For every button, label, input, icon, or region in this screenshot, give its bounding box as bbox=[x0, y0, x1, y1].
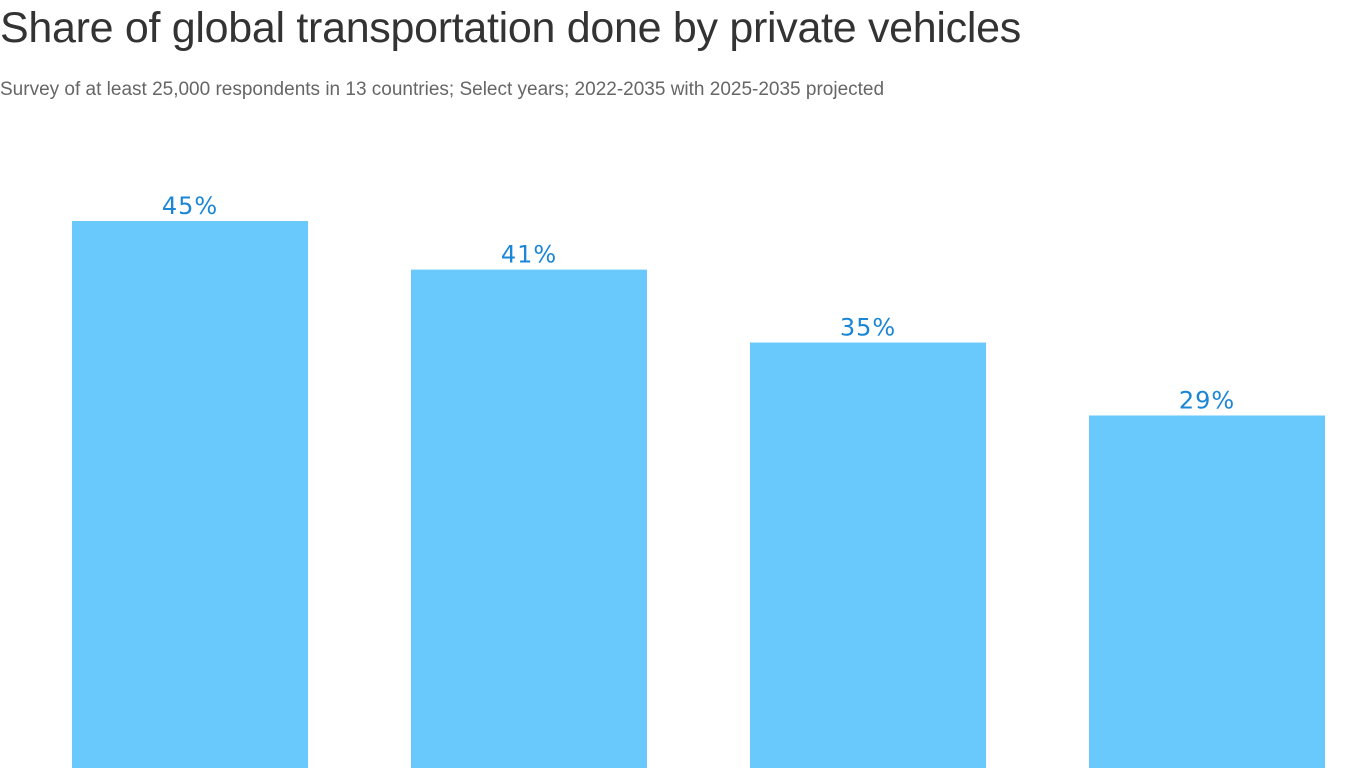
bar-2 bbox=[411, 269, 647, 768]
bars-layer bbox=[72, 221, 1325, 768]
bar-value-label-3: 35% bbox=[840, 314, 896, 342]
bar-value-label-4: 29% bbox=[1179, 386, 1235, 414]
bar-value-label-2: 41% bbox=[501, 241, 557, 269]
bar-3 bbox=[750, 342, 986, 768]
bar-value-label-1: 45% bbox=[162, 192, 218, 220]
bar-4 bbox=[1089, 415, 1325, 768]
data-labels-layer: 45% 41% 35% 29% bbox=[162, 192, 1235, 414]
chart-subtitle: Survey of at least 25,000 respondents in… bbox=[0, 79, 885, 100]
chart-title: Share of global transportation done by p… bbox=[0, 4, 1021, 52]
bar-1 bbox=[72, 221, 308, 768]
